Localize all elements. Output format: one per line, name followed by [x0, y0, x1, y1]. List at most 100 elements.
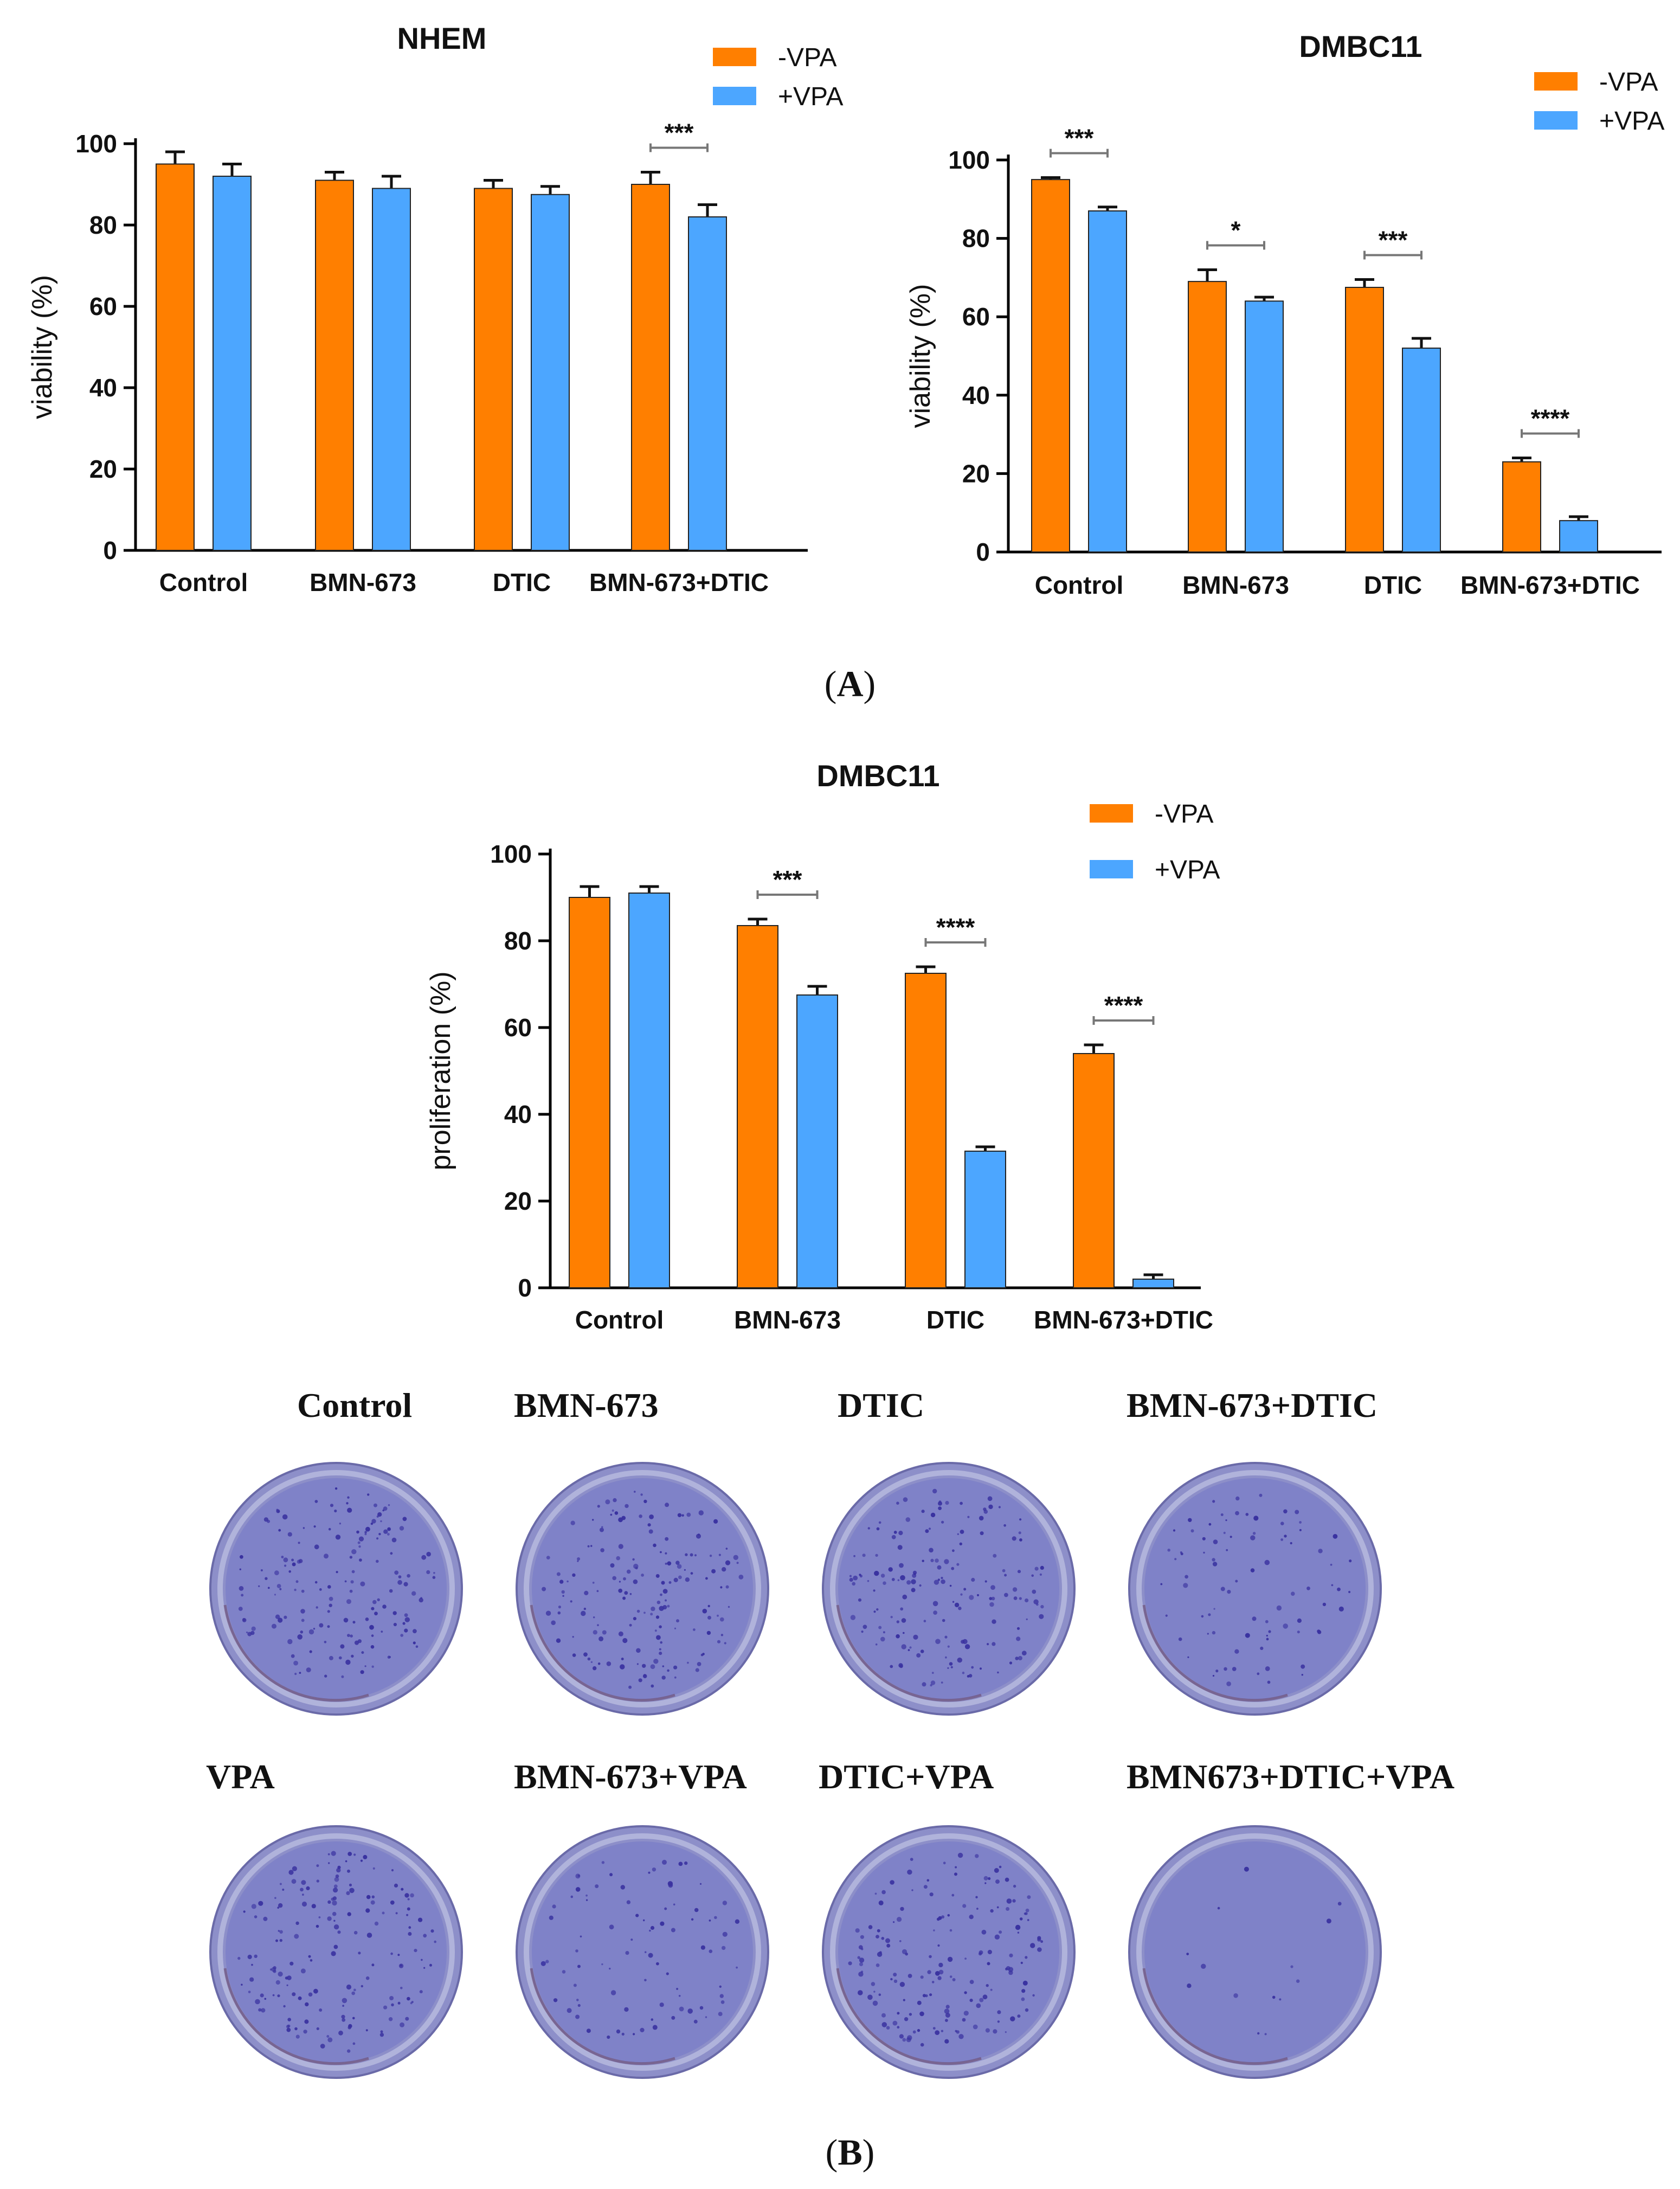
- x-tick-label-dtic: DTIC: [1364, 571, 1422, 599]
- colony: [877, 1952, 883, 1957]
- colony: [958, 2034, 964, 2039]
- colony: [873, 1610, 876, 1613]
- legend-label-vpa: -VPA: [1155, 800, 1213, 829]
- colony: [1201, 1963, 1206, 1969]
- colony: [360, 1581, 365, 1587]
- bar-bmn-673-dtic-vpa: [1559, 520, 1598, 553]
- colony: [398, 1575, 402, 1578]
- x-tick-label-bmn-673-dtic: BMN-673+DTIC: [1460, 571, 1640, 599]
- colony: [649, 1929, 651, 1932]
- colony: [976, 1908, 979, 1910]
- colony: [1250, 1535, 1256, 1540]
- colony: [294, 2027, 298, 2031]
- y-tick-label-60: 60: [89, 292, 117, 320]
- colony: [709, 1555, 712, 1557]
- colony: [656, 1600, 661, 1604]
- colony: [287, 2018, 291, 2021]
- colony: [349, 1883, 352, 1886]
- colony: [952, 1978, 956, 1981]
- colony: [945, 1656, 947, 1659]
- colony: [959, 1542, 962, 1545]
- bar-bmn-673-vpa: [1245, 300, 1284, 553]
- colony: [1024, 1912, 1027, 1915]
- colony-dish-dtic-vpa: [822, 1825, 1076, 2079]
- legend-label-vpa: -VPA: [778, 43, 836, 72]
- colony: [1331, 1584, 1334, 1587]
- colony: [1284, 1535, 1287, 1538]
- colony: [944, 2008, 950, 2014]
- colony: [278, 1903, 283, 1908]
- colony: [1337, 1587, 1341, 1591]
- bar-bmn-673-dtic-vpa: [1132, 1279, 1174, 1288]
- colony: [659, 1625, 662, 1628]
- colony: [674, 1627, 677, 1629]
- colony: [933, 1610, 937, 1615]
- colony: [877, 1929, 880, 1933]
- colony: [651, 2018, 654, 2021]
- colony: [612, 1576, 616, 1581]
- colony: [272, 1994, 275, 1997]
- colony: [871, 1982, 876, 1986]
- colony: [1190, 1529, 1194, 1533]
- colony: [1212, 1630, 1216, 1635]
- colony: [883, 1631, 885, 1634]
- colony: [334, 1509, 337, 1513]
- colony: [601, 1526, 603, 1528]
- colony: [719, 1617, 724, 1622]
- colony: [619, 1581, 621, 1583]
- colony: [954, 1602, 960, 1608]
- colony: [916, 1653, 921, 1658]
- colony: [724, 1642, 726, 1645]
- colony: [552, 1904, 556, 1909]
- colony: [941, 2030, 944, 2032]
- colony: [314, 1544, 319, 1550]
- colony: [998, 1506, 1001, 1508]
- chart-title: NHEM: [397, 21, 487, 55]
- colony: [949, 1662, 953, 1666]
- colony: [1245, 1633, 1250, 1638]
- colony: [1039, 1614, 1044, 1619]
- colony: [347, 1912, 351, 1916]
- colony: [652, 1867, 656, 1872]
- colony: [1349, 1559, 1352, 1563]
- colony: [929, 1892, 934, 1897]
- dish-rim-highlight: [1136, 1470, 1374, 1707]
- colony: [308, 1955, 311, 1958]
- colony: [1004, 1574, 1007, 1577]
- colony: [1215, 1670, 1219, 1673]
- colony: [358, 1536, 364, 1542]
- colony: [239, 1568, 241, 1570]
- colony: [735, 1919, 740, 1924]
- colony: [623, 1577, 626, 1581]
- colony: [969, 1999, 973, 2002]
- colony: [665, 1552, 667, 1555]
- colony: [279, 1883, 282, 1885]
- colony: [920, 2043, 924, 2047]
- colony: [1027, 1919, 1029, 1921]
- colony: [570, 1895, 574, 1898]
- colony: [365, 1908, 370, 1913]
- colony: [294, 1588, 297, 1591]
- colony: [356, 1530, 359, 1534]
- colony: [676, 1619, 679, 1623]
- colony: [935, 1558, 939, 1563]
- colony: [636, 1609, 640, 1613]
- colony: [288, 1870, 294, 1875]
- colony: [904, 2017, 909, 2021]
- colony: [575, 1873, 581, 1879]
- colony: [630, 1938, 633, 1941]
- colony: [975, 1854, 979, 1858]
- colony: [1160, 1583, 1163, 1585]
- colony: [546, 1556, 550, 1559]
- colony: [901, 1644, 906, 1649]
- colony: [859, 1962, 864, 1967]
- colony: [247, 1954, 252, 1960]
- colony: [679, 2006, 684, 2012]
- colony: [390, 1952, 393, 1955]
- dish-rim-highlight: [217, 1833, 455, 2071]
- colony: [1259, 1493, 1263, 1497]
- significance-label: *: [1231, 216, 1241, 244]
- colony: [1005, 2031, 1007, 2033]
- colony: [890, 1978, 893, 1981]
- colony: [302, 1893, 304, 1896]
